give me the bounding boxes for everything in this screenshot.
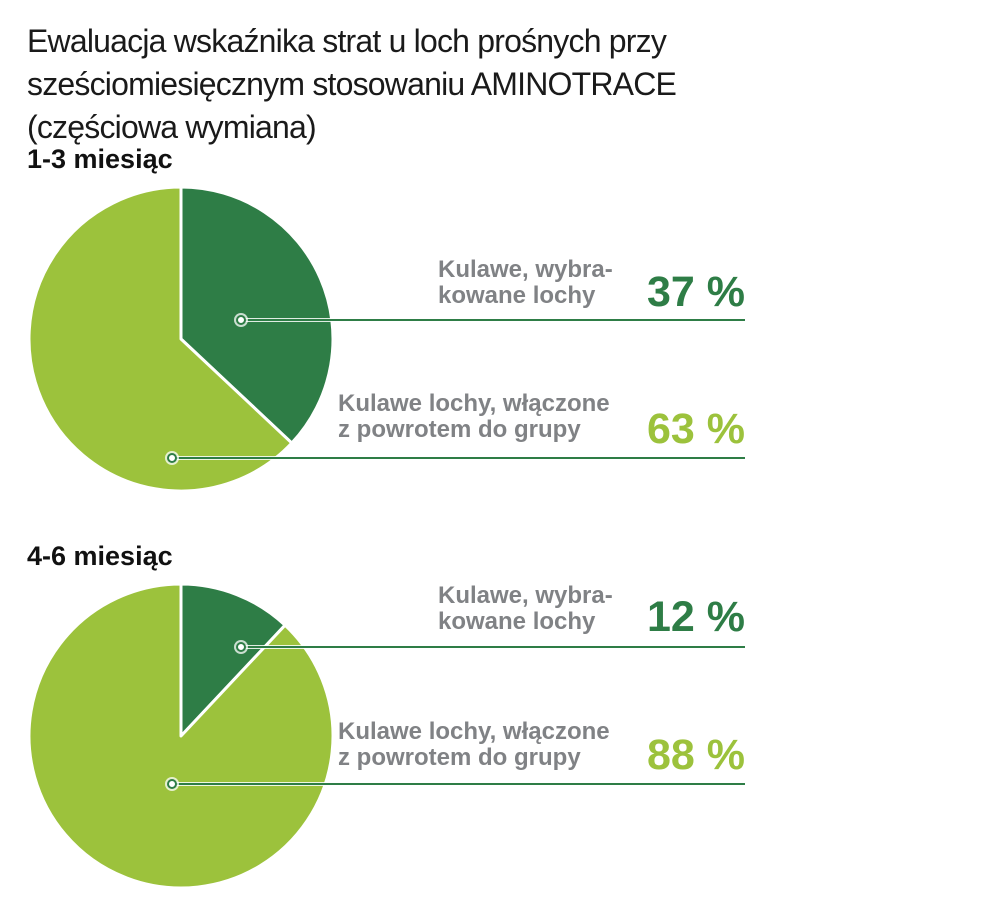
pie-slice [27, 582, 335, 890]
pie1-slice1-label: Kulawe, wybra- kowane lochy [438, 256, 613, 309]
pie1-chart [27, 185, 335, 493]
pie1-slice2-leader-line [172, 457, 745, 459]
pie2-slice1-marker [236, 642, 246, 652]
pie2-slice2-marker [167, 779, 177, 789]
pie1-slice1-value: 37 % [646, 268, 745, 316]
pie-slice [179, 185, 335, 445]
pie-slice [179, 582, 287, 738]
pie1-heading: 1-3 miesiąc [27, 144, 173, 174]
pie2-slice2-leader-line [172, 783, 745, 785]
pie1-slice1-leader-line [241, 319, 745, 321]
pie2-slice1-value: 12 % [646, 593, 745, 641]
pie1-slice2-value: 63 % [646, 405, 745, 453]
pie1-slice2-label: Kulawe lochy, włączone z powrotem do gru… [338, 390, 610, 443]
pie2-slice1-label: Kulawe, wybra- kowane lochy [438, 582, 613, 635]
pie2-chart [27, 582, 335, 890]
pie2-slice2-label: Kulawe lochy, włączone z powrotem do gru… [338, 718, 610, 771]
pie2-slice2-value: 88 % [646, 731, 745, 779]
pie1-slice1-marker [236, 315, 246, 325]
pie-slice [27, 185, 294, 493]
pie1-slice2-marker [167, 453, 177, 463]
pie2-slice1-leader-line [241, 646, 745, 648]
pie2-heading: 4-6 miesiąc [27, 541, 173, 571]
chart-title: Ewaluacja wskaźnika strat u loch prośnyc… [27, 23, 677, 145]
